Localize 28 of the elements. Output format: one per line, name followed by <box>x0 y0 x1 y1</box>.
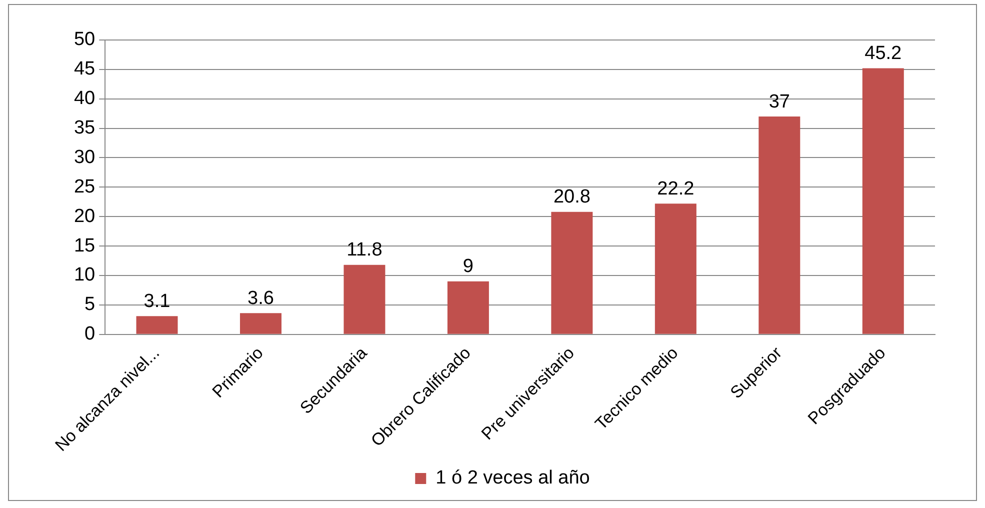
y-tick-label: 20 <box>74 206 96 227</box>
bar <box>654 204 696 334</box>
bar <box>862 68 904 334</box>
y-tick-label: 15 <box>74 235 96 256</box>
y-tick-label: 40 <box>74 88 96 110</box>
y-tick-label: 0 <box>84 324 96 345</box>
bar <box>758 116 800 334</box>
bar <box>344 264 386 334</box>
data-label: 11.8 <box>346 240 382 261</box>
bar <box>240 313 282 334</box>
y-tick-label: 10 <box>74 264 96 286</box>
y-tick-label: 50 <box>74 29 96 50</box>
bar <box>551 212 593 334</box>
data-label: 3.1 <box>144 290 170 312</box>
data-label: 22.2 <box>657 178 694 200</box>
data-label: 20.8 <box>553 186 590 208</box>
y-tick-label: 25 <box>74 176 96 198</box>
y-tick-label: 45 <box>74 58 96 80</box>
y-tick-label: 5 <box>84 294 96 316</box>
bar <box>136 316 178 334</box>
y-tick-label: 35 <box>74 118 96 139</box>
y-tick-label: 30 <box>74 146 96 168</box>
data-label: 37 <box>768 91 790 112</box>
bar <box>447 281 489 334</box>
data-label: 3.6 <box>248 288 274 309</box>
data-label: 45.2 <box>864 42 902 64</box>
legend-label: 1 ó 2 veces al año <box>436 468 590 489</box>
data-label: 9 <box>462 256 474 278</box>
